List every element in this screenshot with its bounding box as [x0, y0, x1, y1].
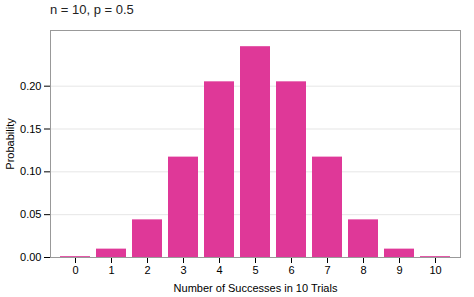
svg-text:2: 2: [144, 264, 150, 276]
svg-text:0.20: 0.20: [20, 80, 41, 92]
svg-text:0.00: 0.00: [20, 251, 41, 263]
svg-text:7: 7: [324, 264, 330, 276]
svg-text:9: 9: [396, 264, 402, 276]
svg-text:6: 6: [288, 264, 294, 276]
svg-text:0.10: 0.10: [20, 165, 41, 177]
svg-text:5: 5: [252, 264, 258, 276]
svg-text:3: 3: [180, 264, 186, 276]
svg-text:1: 1: [108, 264, 114, 276]
svg-text:0.15: 0.15: [20, 123, 41, 135]
svg-text:10: 10: [429, 264, 441, 276]
svg-text:4: 4: [216, 264, 222, 276]
svg-text:8: 8: [360, 264, 366, 276]
svg-text:0.05: 0.05: [20, 208, 41, 220]
svg-text:Probability: Probability: [4, 118, 16, 170]
svg-text:0: 0: [72, 264, 78, 276]
svg-text:Number of Successes in 10 Tria: Number of Successes in 10 Trials: [174, 282, 338, 294]
html-text:n = 10, p = 0.5: n = 10, p = 0.5: [50, 2, 134, 17]
